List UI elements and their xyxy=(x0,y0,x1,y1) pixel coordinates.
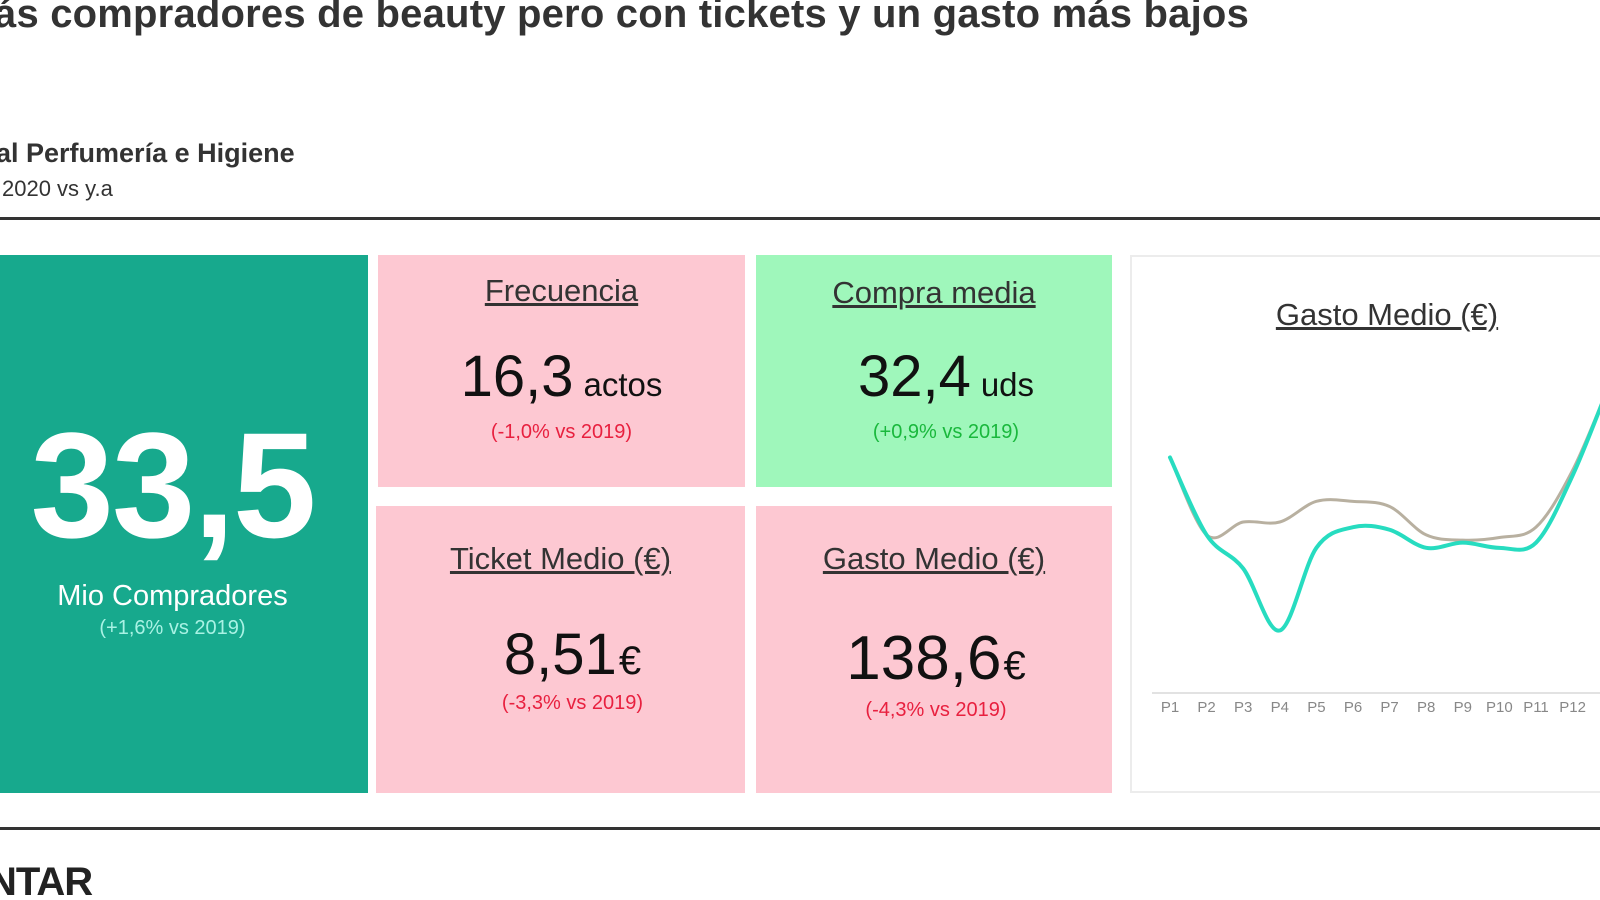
frecuencia-value: 16,3 xyxy=(460,344,574,409)
gasto-medio-change: (-4,3% vs 2019) xyxy=(865,699,1007,721)
ticket-medio-change: (-3,3% vs 2019) xyxy=(501,692,644,714)
frecuencia-title: Frecuencia xyxy=(484,273,639,308)
gasto-medio-tile: Gasto Medio (€) 138,6€ (-4,3% vs 2019) xyxy=(756,506,1112,793)
compra-media-unit: uds xyxy=(980,366,1035,403)
x-tick-label: P6 xyxy=(1344,699,1362,716)
x-tick-label: P3 xyxy=(1234,699,1252,716)
ticket-medio-unit: € xyxy=(618,639,642,683)
chart-title: Gasto Medio (€) xyxy=(1275,297,1499,332)
frecuencia-tile: Frecuencia 16,3 actos (-1,0% vs 2019) xyxy=(378,255,745,487)
compra-media-title: Compra media xyxy=(832,275,1036,310)
x-tick-label: P8 xyxy=(1417,699,1435,716)
frecuencia-change: (-1,0% vs 2019) xyxy=(490,421,633,443)
period-label: 2020 vs y.a xyxy=(2,176,113,201)
bottom-divider xyxy=(0,827,1600,830)
buyers-change: (+1,6% vs 2019) xyxy=(99,617,246,639)
ticket-medio-title: Ticket Medio (€) xyxy=(449,541,672,576)
buyers-value: 33,5 xyxy=(30,401,317,569)
series-line-1 xyxy=(1168,403,1600,633)
x-tick-label: P11 xyxy=(1523,699,1549,716)
frecuencia-value-group: 16,3 actos xyxy=(378,343,745,410)
ticket-medio-tile: Ticket Medio (€) 8,51€ (-3,3% vs 2019) xyxy=(376,506,745,793)
buyers-kpi-tile: 33,5 Mio Compradores (+1,6% vs 2019) xyxy=(0,255,368,793)
top-divider xyxy=(0,217,1600,220)
ticket-medio-value: 8,51 xyxy=(503,622,617,687)
compra-media-change: (+0,9% vs 2019) xyxy=(872,421,1020,443)
x-tick-label: P7 xyxy=(1380,699,1398,716)
x-tick-label: P2 xyxy=(1197,699,1215,716)
brand-logo-text: NTAR xyxy=(0,860,93,900)
compra-media-value-group: 32,4 uds xyxy=(768,343,1124,410)
x-tick-label: P4 xyxy=(1271,699,1289,716)
gasto-medio-value-group: 138,6€ xyxy=(758,623,1114,694)
gasto-medio-chart: P1P2P3P4P5P6P7P8P9P10P11P12P xyxy=(1152,403,1600,716)
frecuencia-unit: actos xyxy=(583,366,663,403)
x-tick-label: P12 xyxy=(1559,699,1586,716)
ticket-medio-value-group: 8,51€ xyxy=(388,621,757,688)
x-tick-label: P9 xyxy=(1454,699,1472,716)
gasto-medio-value: 138,6 xyxy=(846,624,1002,693)
compra-media-value: 32,4 xyxy=(857,344,971,409)
x-tick-label: P10 xyxy=(1486,699,1513,716)
gasto-medio-chart-panel: Gasto Medio (€) P1 P2 P3 P4 P5 P6 P7 P8 P9 P10 P11… xyxy=(1130,255,1600,793)
x-tick-label: P5 xyxy=(1307,699,1325,716)
gasto-medio-unit: € xyxy=(1003,644,1026,688)
series-line-2 xyxy=(1168,403,1600,542)
gasto-medio-title: Gasto Medio (€) xyxy=(822,541,1046,576)
subtitle: al Perfumería e Higiene xyxy=(0,138,295,168)
headline: ás compradores de beauty pero con ticket… xyxy=(0,0,1250,36)
compra-media-tile: Compra media 32,4 uds (+0,9% vs 2019) xyxy=(756,255,1112,487)
buyers-label: Mio Compradores xyxy=(57,580,288,612)
x-tick-label: P1 xyxy=(1161,699,1179,716)
